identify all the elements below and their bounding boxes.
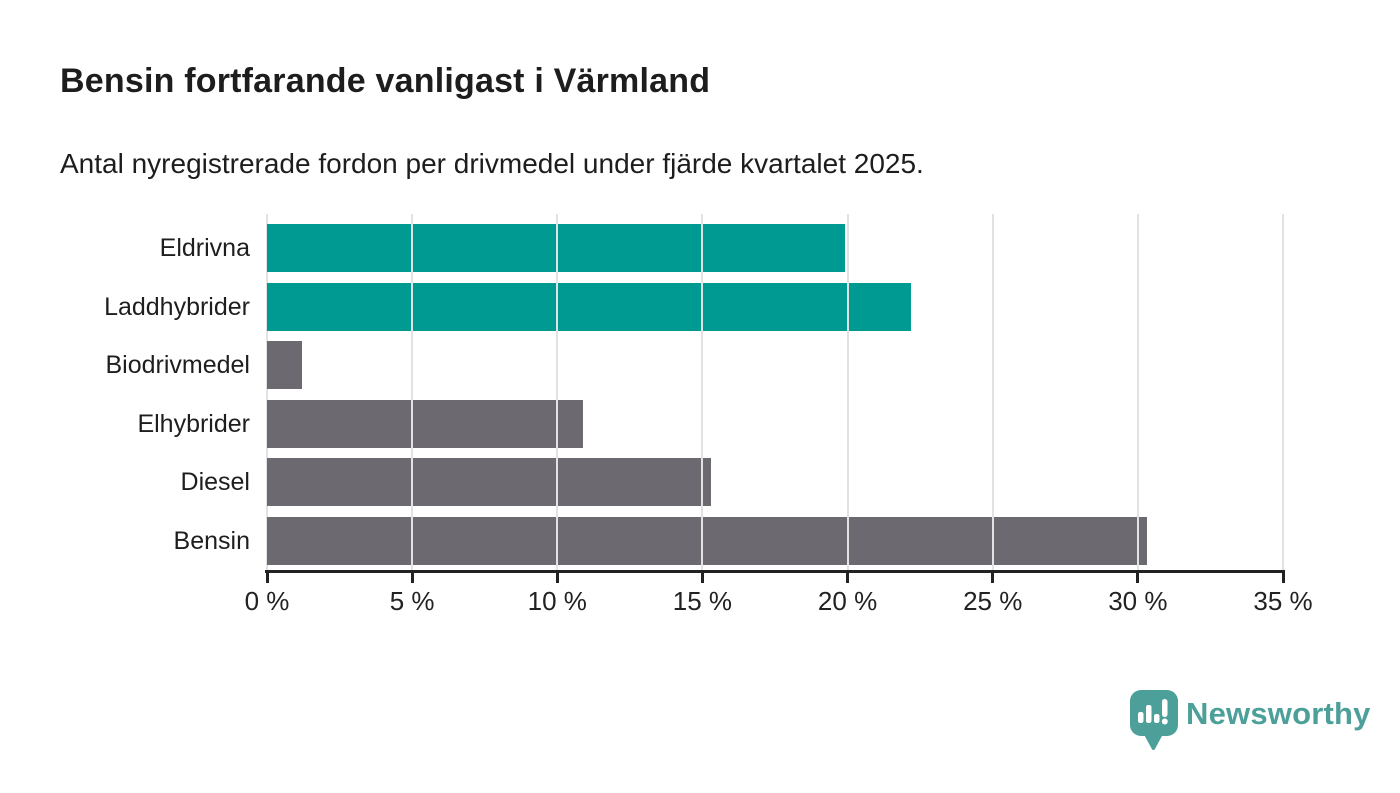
- x-tick-0: [265, 570, 269, 583]
- newsworthy-brand: Newsworthy: [1130, 690, 1371, 760]
- x-tick-label-35: 35 %: [1253, 586, 1313, 616]
- x-tick-label-20: 20 %: [817, 586, 878, 616]
- gridline-5: [411, 214, 414, 570]
- gridline-10: [556, 214, 559, 570]
- x-tick-label-10: 10 %: [527, 586, 587, 616]
- bar-laddhybrider: [267, 282, 912, 331]
- x-tick-label-15: 15 %: [672, 586, 733, 616]
- newsworthy-logo-icon: [1130, 690, 1178, 751]
- bar-biodrivmedel: [267, 341, 302, 390]
- x-tick-35: [1281, 570, 1285, 583]
- bar-eldrivna: [267, 224, 845, 273]
- chart-title: Bensin fortfarande vanligast i Värmland: [60, 62, 711, 100]
- category-label-laddhybrider: Laddhybrider: [104, 292, 250, 321]
- category-label-eldrivna: Eldrivna: [159, 234, 250, 263]
- category-label-biodrivmedel: Biodrivmedel: [105, 351, 250, 380]
- gridline-15: [701, 214, 704, 570]
- x-tick-label-0: 0 %: [244, 586, 290, 616]
- x-tick-label-25: 25 %: [963, 586, 1023, 616]
- x-tick-label-5: 5 %: [389, 586, 435, 616]
- bar-bensin: [267, 516, 1147, 565]
- x-tick-label-30: 30 %: [1108, 586, 1168, 616]
- gridline-35: [1282, 214, 1284, 570]
- category-label-bensin: Bensin: [173, 526, 250, 555]
- x-tick-30: [1136, 570, 1140, 583]
- x-tick-5: [410, 570, 414, 583]
- bar-elhybrider: [267, 399, 584, 448]
- gridline-30: [1136, 214, 1139, 570]
- gridline-20: [846, 214, 849, 570]
- category-label-elhybrider: Elhybrider: [137, 409, 250, 438]
- x-tick-15: [700, 570, 704, 583]
- x-tick-20: [846, 570, 850, 583]
- gridline-0: [266, 214, 268, 570]
- x-axis-line: [265, 570, 1285, 573]
- gridline-25: [991, 214, 994, 570]
- chart-subtitle: Antal nyregistrerade fordon per drivmede…: [60, 148, 924, 179]
- x-tick-25: [991, 570, 995, 583]
- category-label-diesel: Diesel: [180, 468, 250, 497]
- plot-area: [266, 214, 1284, 570]
- bar-diesel: [267, 458, 712, 507]
- brand-name: Newsworthy: [1186, 696, 1371, 731]
- x-tick-10: [555, 570, 559, 583]
